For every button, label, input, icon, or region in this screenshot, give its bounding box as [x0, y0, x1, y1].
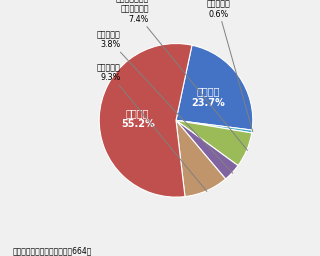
Text: 注：母数は有効回答企業１万664社: 注：母数は有効回答企業１万664社	[13, 247, 92, 255]
Wedge shape	[176, 45, 253, 130]
Wedge shape	[176, 120, 226, 197]
Text: 時間制禁煙
3.8%: 時間制禁煙 3.8%	[97, 30, 233, 173]
Text: 完全分煙
55.2%: 完全分煙 55.2%	[121, 108, 155, 129]
Wedge shape	[176, 120, 252, 133]
Text: 分からない
0.6%: 分からない 0.6%	[206, 0, 253, 132]
Wedge shape	[176, 120, 238, 179]
Wedge shape	[99, 44, 192, 197]
Text: 特に喫煙制限は
設けていない
7.4%: 特に喫煙制限は 設けていない 7.4%	[116, 0, 247, 150]
Text: 不完全分煙
9.3%: 不完全分煙 9.3%	[97, 63, 207, 191]
Wedge shape	[176, 120, 252, 166]
Text: 全面禁煙
23.7%: 全面禁煙 23.7%	[192, 87, 226, 108]
